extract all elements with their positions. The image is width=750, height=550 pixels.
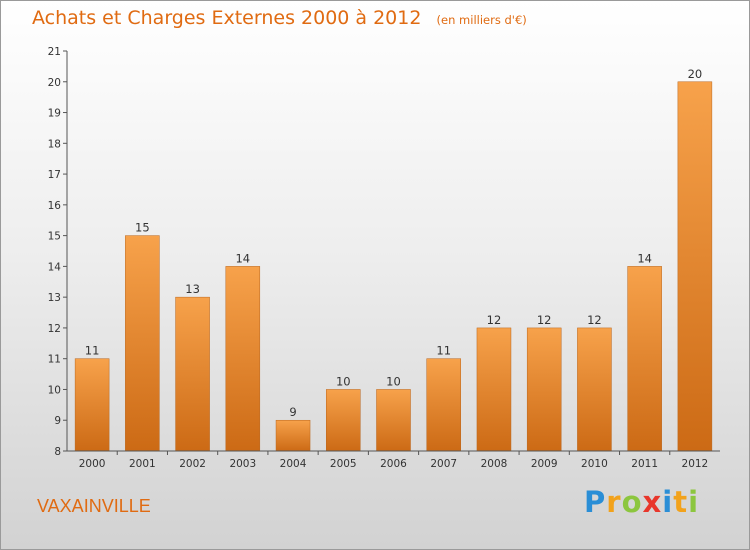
x-tick-label-2005: 2005 [330,458,357,470]
data-label-2004: 9 [289,405,296,419]
bar-series: 11 15 13 14 9 10 10 11 12 12 12 14 20 [74,67,713,452]
x-tick-label-2006: 2006 [380,458,407,470]
chart-title: Achats et Charges Externes 2000 à 2012 [32,7,422,29]
y-tick-label: 18 [48,138,61,150]
chart-axes: 8 9 10 11 12 13 14 15 16 17 18 19 20 21 2000 2001 2002 20… [48,46,720,470]
y-tick-label: 19 [48,108,61,120]
y-tick-label: 8 [54,446,61,458]
data-label-2008: 12 [487,313,502,327]
data-label-2002: 13 [185,282,200,296]
x-tick-label-2003: 2003 [229,458,256,470]
data-label-2003: 14 [235,251,250,265]
x-tick-label-2001: 2001 [129,458,156,470]
data-label-2011: 14 [637,251,652,265]
x-tick-label-2007: 2007 [430,458,457,470]
data-label-2007: 11 [436,344,451,358]
bar-2009 [526,327,562,452]
y-tick-label: 12 [48,323,61,335]
bar-2012 [677,81,713,452]
bar-2000 [74,358,110,452]
x-tick-label-2004: 2004 [280,458,307,470]
y-tick-label: 17 [48,169,61,181]
bar-2005 [326,389,361,452]
x-tick-label-2002: 2002 [179,458,206,470]
logo-letter: i [662,485,674,519]
chart-title-block: Achats et Charges Externes 2000 à 2012 (… [32,7,527,29]
y-tick-label: 13 [48,292,61,304]
x-tick-label-2010: 2010 [581,458,608,470]
x-tick-label-2008: 2008 [481,458,508,470]
chart-subtitle: (en milliers d'€) [436,13,527,27]
data-label-2012: 20 [688,67,703,81]
bar-2001 [125,235,160,452]
bar-2003 [225,266,261,452]
y-tick-label: 21 [48,46,61,58]
x-tick-label-2000: 2000 [79,458,106,470]
bar-2010 [577,327,612,452]
y-tick-label: 11 [48,354,61,366]
commune-name: VAXAINVILLE [37,496,151,516]
logo-letter: i [688,485,700,519]
y-tick-label: 14 [48,261,62,273]
logo-letter: o [621,485,643,519]
data-label-2001: 15 [135,221,150,235]
x-tick-label-2012: 2012 [682,458,709,470]
bar-2011 [627,266,662,452]
data-label-2006: 10 [386,374,401,388]
x-tick-label-2011: 2011 [631,458,658,470]
y-tick-label: 10 [48,384,61,396]
logo-letter: t [673,485,689,519]
logo-letter: x [642,485,663,519]
y-tick-label: 15 [48,231,61,243]
y-tick-label: 16 [48,200,62,212]
bar-2004 [275,419,311,452]
bar-2006 [376,389,411,452]
data-label-2010: 12 [587,313,602,327]
data-label-2009: 12 [537,313,552,327]
logo-letter: r [606,485,622,519]
y-tick-label: 20 [48,77,61,89]
proxiti-logo: Proxiti [584,485,699,519]
bar-2002 [175,296,210,452]
x-tick-label-2009: 2009 [531,458,558,470]
logo-letter: P [584,485,607,519]
data-label-2005: 10 [336,374,351,388]
y-tick-label: 9 [54,415,61,427]
data-label-2000: 11 [85,344,100,358]
bar-2007 [426,358,461,452]
bar-2008 [476,327,512,452]
